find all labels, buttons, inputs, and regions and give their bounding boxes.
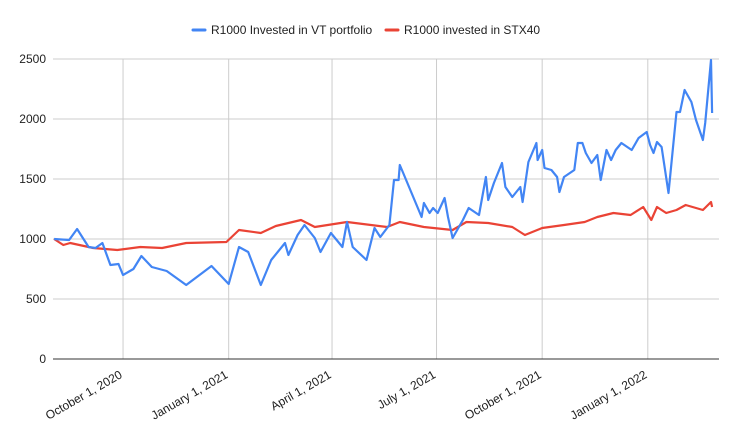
legend-item: R1000 Invested in VT portfolio (191, 23, 373, 37)
x-tick-label: January 1, 2022 (568, 367, 650, 422)
series-line-stx40 (53, 200, 714, 252)
legend-item: R1000 invested in STX40 (384, 23, 540, 37)
y-tick-label: 2000 (19, 112, 46, 126)
y-tick-label: 1500 (19, 172, 46, 186)
gridlines (53, 58, 719, 359)
y-tick-label: 0 (39, 352, 46, 366)
y-tick-label: 2500 (19, 52, 46, 66)
series-lines (53, 58, 714, 287)
y-tick-label: 1000 (19, 232, 46, 246)
legend: R1000 Invested in VT portfolio R1000 inve… (191, 23, 540, 37)
x-tick-label: January 1, 2021 (149, 367, 231, 422)
x-tick-label: July 1, 2021 (375, 367, 438, 412)
series-line-vt-portfolio (54, 58, 714, 287)
x-tick-label: October 1, 2021 (462, 367, 544, 422)
x-tick-label: April 1, 2021 (268, 367, 334, 413)
legend-label: R1000 Invested in VT portfolio (211, 23, 373, 37)
y-tick-label: 500 (26, 292, 46, 306)
axes: 0 500 1000 1500 2000 2500 October 1, 2020 Janua… (19, 52, 719, 423)
legend-label: R1000 invested in STX40 (404, 23, 540, 37)
x-tick-label: October 1, 2020 (43, 367, 125, 422)
